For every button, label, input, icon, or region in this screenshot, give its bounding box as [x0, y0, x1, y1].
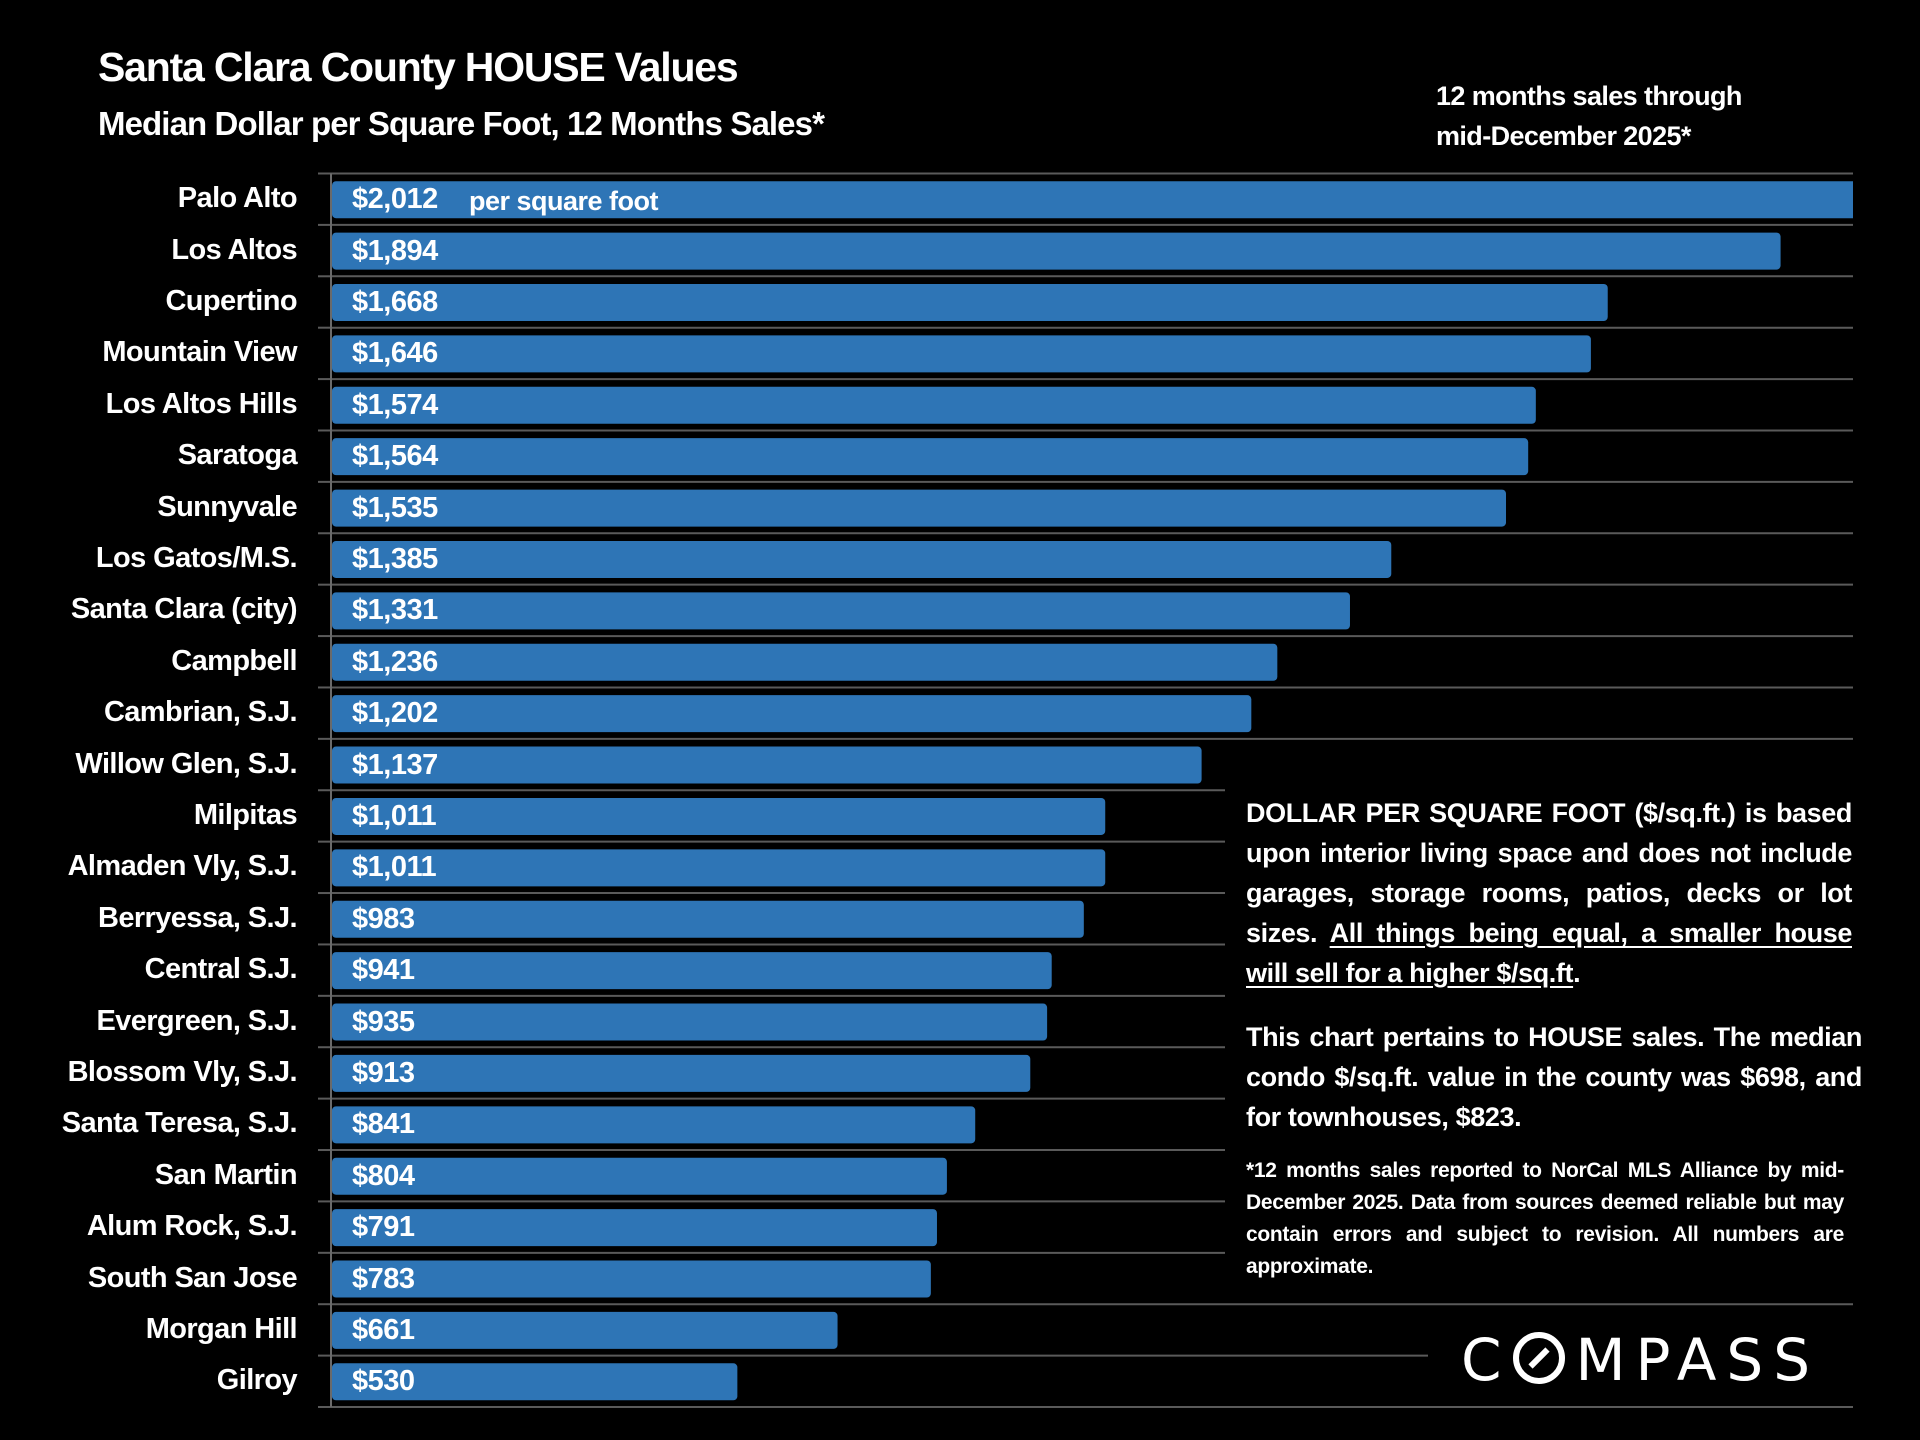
bar — [332, 900, 1084, 938]
category-label: San Martin — [154, 1158, 298, 1191]
bar — [332, 1157, 947, 1195]
bar — [332, 181, 1853, 219]
definition-note: DOLLAR PER SQUARE FOOT ($/sq.ft.) is bas… — [1246, 793, 1852, 993]
value-label: $913 — [352, 1056, 415, 1089]
category-label: Saratoga — [177, 439, 298, 472]
category-label: Morgan Hill — [145, 1312, 298, 1345]
value-label: $1,137 — [352, 748, 438, 781]
logo-letter-c: C — [1460, 1326, 1512, 1394]
definition-emphasis: All things being equal, a smaller house … — [1246, 918, 1852, 988]
chart-subtitle: Median Dollar per Square Foot, 12 Months… — [98, 105, 825, 142]
category-label: Mountain View — [102, 336, 297, 369]
category-label: Sunnyvale — [157, 490, 297, 523]
category-label: Palo Alto — [177, 182, 298, 215]
house-sales-note: This chart pertains to HOUSE sales. The … — [1246, 1022, 1862, 1132]
category-label: Campbell — [171, 644, 297, 677]
bar — [332, 232, 1781, 270]
value-label: $1,574 — [352, 388, 438, 421]
category-label: Los Altos Hills — [105, 387, 298, 420]
value-label: $1,894 — [352, 234, 438, 267]
value-label: $841 — [352, 1108, 415, 1141]
value-label: $1,011 — [352, 799, 437, 832]
compass-logo: C MPASS — [1428, 1322, 1853, 1398]
value-label: $1,535 — [352, 491, 438, 524]
value-label: $1,236 — [352, 645, 438, 678]
value-label: $1,668 — [352, 285, 438, 318]
bar — [332, 1209, 937, 1247]
value-label: $1,331 — [352, 594, 438, 627]
value-label: $1,646 — [352, 337, 438, 370]
category-label: Santa Clara (city) — [70, 593, 298, 626]
value-label: $983 — [352, 902, 415, 935]
value-label: $791 — [352, 1211, 415, 1244]
category-label: Alum Rock, S.J. — [86, 1210, 298, 1243]
category-label: Los Altos — [171, 233, 297, 266]
category-label: Berryessa, S.J. — [98, 901, 298, 934]
source-footnote: *12 months sales reported to NorCal MLS … — [1246, 1159, 1844, 1278]
value-label: $1,011 — [352, 851, 437, 884]
category-label: Los Gatos/M.S. — [95, 541, 298, 574]
category-label: Santa Teresa, S.J. — [61, 1107, 298, 1140]
bar — [332, 489, 1507, 527]
category-label: Cambrian, S.J. — [103, 696, 298, 729]
value-label: $941 — [352, 954, 415, 987]
category-label: South San Jose — [87, 1261, 298, 1294]
value-label: $1,385 — [352, 542, 438, 575]
bar — [332, 1003, 1048, 1041]
category-label: Blossom Vly, S.J. — [67, 1055, 298, 1088]
bar — [332, 797, 1106, 835]
logo-wordmark: C MPASS — [1461, 1326, 1820, 1394]
unit-note: per square foot — [469, 186, 659, 217]
bar — [332, 746, 1202, 784]
notes-panel: DOLLAR PER SQUARE FOOT ($/sq.ft.) is bas… — [1246, 793, 1862, 1283]
bar — [332, 643, 1278, 681]
chart-title: Santa Clara County HOUSE Values — [98, 44, 739, 90]
bar — [332, 438, 1529, 476]
bar — [332, 1363, 738, 1401]
value-label: $1,202 — [352, 697, 438, 730]
value-label: $2,012 — [352, 183, 438, 216]
bar — [332, 1106, 976, 1144]
bar — [332, 386, 1536, 424]
logo-letters-mpass: MPASS — [1575, 1326, 1821, 1394]
category-label: Almaden Vly, S.J. — [67, 850, 298, 883]
value-label: $783 — [352, 1262, 415, 1295]
bar — [332, 1054, 1031, 1092]
category-label: Willow Glen, S.J. — [75, 747, 297, 780]
bar — [332, 335, 1591, 373]
bar — [332, 592, 1350, 630]
category-label: Central S.J. — [144, 953, 298, 986]
category-label: Evergreen, S.J. — [96, 1004, 297, 1037]
bar — [332, 952, 1052, 990]
period-note: 12 months sales through mid-December 202… — [1436, 76, 1742, 156]
category-label: Gilroy — [216, 1364, 298, 1397]
bar — [332, 695, 1252, 733]
bar — [332, 1260, 931, 1298]
category-label: Milpitas — [193, 798, 298, 831]
definition-period: . — [1573, 958, 1581, 988]
bar — [332, 283, 1608, 321]
bar — [332, 1311, 838, 1349]
value-label: $804 — [352, 1159, 415, 1192]
bar — [332, 540, 1392, 578]
period-line-2: mid-December 2025* — [1436, 121, 1691, 151]
value-label: $661 — [352, 1313, 415, 1346]
value-label: $1,564 — [352, 440, 438, 473]
bar — [332, 849, 1106, 887]
value-label: $935 — [352, 1005, 415, 1038]
compass-o-icon — [1513, 1332, 1566, 1384]
category-label: Cupertino — [165, 284, 297, 317]
period-line-1: 12 months sales through — [1436, 81, 1742, 111]
value-label: $530 — [352, 1365, 415, 1398]
definition-text: DOLLAR PER SQUARE FOOT ($/sq.ft.) is bas… — [1246, 798, 1852, 948]
